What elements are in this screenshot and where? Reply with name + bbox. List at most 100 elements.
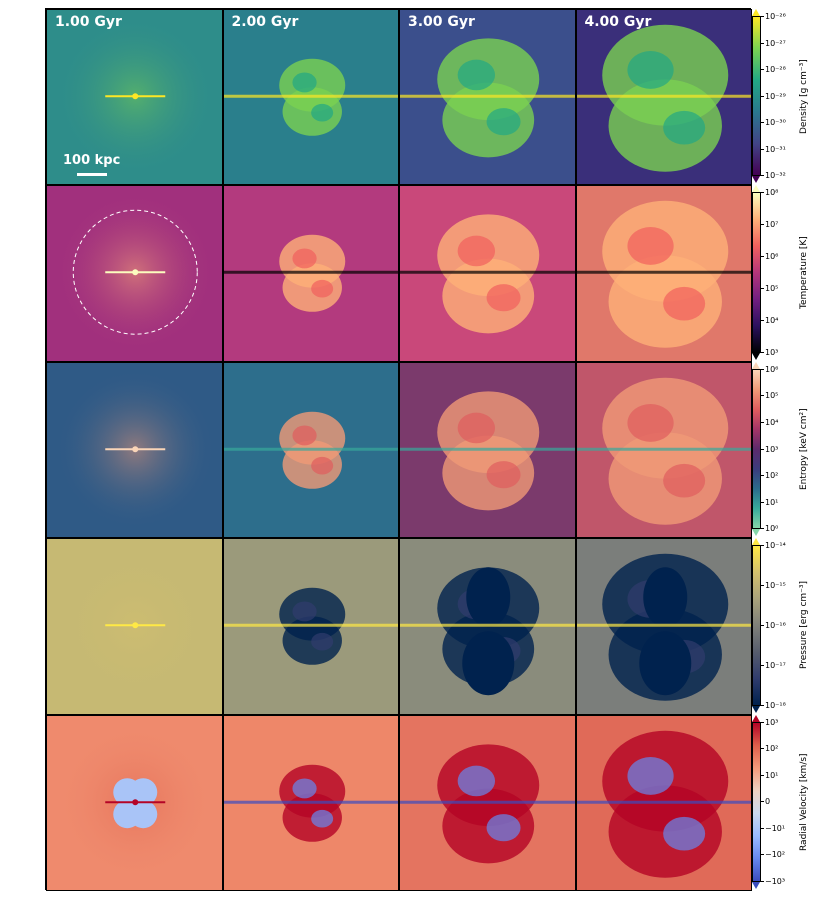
turbulent-patch bbox=[457, 236, 496, 267]
time-label: 3.00 Gyr bbox=[408, 14, 475, 30]
colorbar-extend-top bbox=[752, 538, 760, 546]
time-label: 1.00 Gyr bbox=[55, 14, 122, 30]
panel-pressure-1 bbox=[46, 538, 223, 715]
low-pressure-cavity bbox=[466, 567, 511, 628]
colorbar-tick-label: 10⁰ bbox=[765, 524, 779, 534]
panel-pressure-4 bbox=[575, 538, 752, 715]
colorbar-tick-label: 10³ bbox=[765, 347, 779, 357]
colorbar-tick-label: 10² bbox=[765, 471, 779, 481]
colorbar-label: Density [g cm⁻³] bbox=[799, 58, 809, 134]
colorbar-tickmark bbox=[761, 421, 764, 423]
colorbar-tickmark bbox=[761, 256, 764, 258]
colorbar-tick-label: 10⁻³¹ bbox=[765, 144, 786, 154]
turbulent-patch bbox=[457, 59, 496, 91]
colorbar-tickmark bbox=[761, 16, 764, 17]
panel-temperature-3 bbox=[399, 185, 576, 362]
colorbar-tickmark bbox=[761, 288, 764, 290]
inflow-lobe bbox=[129, 799, 158, 828]
colorbar-tick-label: 10⁻²⁷ bbox=[765, 38, 786, 48]
panel-density-3: 3.00 Gyr bbox=[399, 9, 576, 186]
core-dot bbox=[132, 798, 139, 805]
colorbar-tick-label: 10¹ bbox=[765, 497, 779, 507]
colorbar-tick-label: 10⁻¹⁷ bbox=[765, 660, 786, 670]
turbulent-patch bbox=[486, 108, 521, 136]
colorbar-tickmark bbox=[761, 528, 764, 530]
colorbar-tickmark bbox=[761, 748, 764, 750]
colorbar-tick-label: 10⁵ bbox=[765, 391, 779, 401]
colorbar-extend-bottom bbox=[752, 529, 760, 537]
colorbar-label: Radial Velocity [km/s] bbox=[799, 753, 809, 851]
colorbar-tickmark bbox=[761, 774, 764, 776]
colorbar-tick-label: 10⁻¹⁴ bbox=[765, 541, 786, 551]
turbulent-patch bbox=[626, 227, 674, 266]
panel-radial-velocity-1 bbox=[46, 714, 223, 891]
colorbar-extend-top bbox=[752, 361, 760, 369]
colorbar-extend-bottom bbox=[752, 882, 760, 889]
colorbar-tick-label: −10³ bbox=[765, 877, 786, 886]
figure-grid: 1.00 Gyr 100 kpc 2.00 Gyr 3.00 Gyr 4.00 Gyr bbox=[45, 8, 752, 891]
colorbar-tick-label: 10³ bbox=[765, 717, 779, 727]
low-pressure-cavity bbox=[638, 631, 691, 696]
colorbar-tick-label: 10⁶ bbox=[765, 252, 779, 262]
turbulent-patch bbox=[310, 103, 333, 122]
colorbar-tickmark bbox=[761, 624, 764, 626]
time-label: 2.00 Gyr bbox=[231, 14, 299, 30]
colorbar-extend-top bbox=[752, 714, 760, 722]
colorbar-tickmark bbox=[761, 192, 764, 194]
colorbar-label: Temperature [K] bbox=[799, 236, 809, 310]
low-pressure-cavity bbox=[642, 567, 687, 628]
colorbar-tickmark bbox=[761, 319, 764, 321]
core-dot bbox=[132, 93, 139, 100]
colorbar-entropy bbox=[752, 368, 761, 530]
colorbar-tick-label: 10⁴ bbox=[765, 315, 779, 325]
colorbar-tickmark bbox=[761, 368, 764, 370]
turbulent-patch bbox=[662, 816, 705, 851]
turbulent-patch bbox=[457, 765, 496, 796]
dashed-circle bbox=[72, 210, 198, 336]
colorbar-tickmark bbox=[761, 501, 764, 503]
turbulent-patch bbox=[291, 425, 317, 446]
core-dot bbox=[132, 269, 139, 276]
colorbar-tickmark bbox=[761, 854, 764, 856]
colorbar-tick-label: −10¹ bbox=[765, 823, 786, 833]
colorbar-tickmark bbox=[761, 42, 764, 44]
colorbar-tickmark bbox=[761, 827, 764, 829]
low-pressure-cavity bbox=[462, 631, 515, 696]
turbulent-patch bbox=[310, 456, 333, 475]
scale-bar bbox=[77, 173, 107, 176]
turbulent-patch bbox=[662, 463, 705, 498]
colorbar-tickmark bbox=[761, 69, 764, 71]
colorbar-extend-top bbox=[752, 185, 760, 193]
panel-entropy-1 bbox=[46, 361, 223, 539]
colorbar-tickmark bbox=[761, 881, 764, 882]
turbulent-patch bbox=[626, 51, 674, 89]
panel-radial-velocity-3 bbox=[399, 714, 576, 891]
panel-density-2: 2.00 Gyr bbox=[222, 9, 399, 186]
colorbar-tick-label: 10⁻¹⁵ bbox=[765, 581, 786, 591]
colorbar-tick-label: 10⁻²⁶ bbox=[765, 12, 786, 21]
colorbar-tick-label: 10⁻³² bbox=[765, 171, 786, 181]
colorbar-tick-label: 10⁵ bbox=[765, 284, 779, 294]
colorbar-tick-label: 10⁻¹⁶ bbox=[765, 620, 786, 630]
panel-pressure-2 bbox=[222, 538, 399, 715]
colorbar-label: Pressure [erg cm⁻³] bbox=[799, 581, 809, 670]
turbulent-patch bbox=[291, 778, 317, 798]
turbulent-patch bbox=[291, 248, 317, 269]
colorbar-temperature bbox=[752, 192, 761, 353]
colorbar-tickmark bbox=[761, 664, 764, 666]
colorbar-tickmark bbox=[761, 448, 764, 450]
colorbar-tickmark bbox=[761, 122, 764, 124]
colorbar-tickmark bbox=[761, 95, 764, 97]
turbulent-patch bbox=[310, 633, 333, 651]
panel-temperature-2 bbox=[222, 185, 399, 362]
colorbar-tick-label: 10² bbox=[765, 744, 779, 754]
colorbar-tickmark bbox=[761, 721, 764, 723]
colorbar-radial-velocity bbox=[752, 721, 761, 882]
colorbar-tickmark bbox=[761, 351, 764, 353]
colorbar-tickmark bbox=[761, 545, 764, 547]
colorbar-extend-bottom bbox=[752, 705, 760, 713]
turbulent-patch bbox=[457, 412, 496, 444]
colorbar-tickmark bbox=[761, 704, 764, 706]
panel-density-1: 1.00 Gyr 100 kpc bbox=[46, 9, 223, 186]
core-dot bbox=[132, 622, 139, 629]
